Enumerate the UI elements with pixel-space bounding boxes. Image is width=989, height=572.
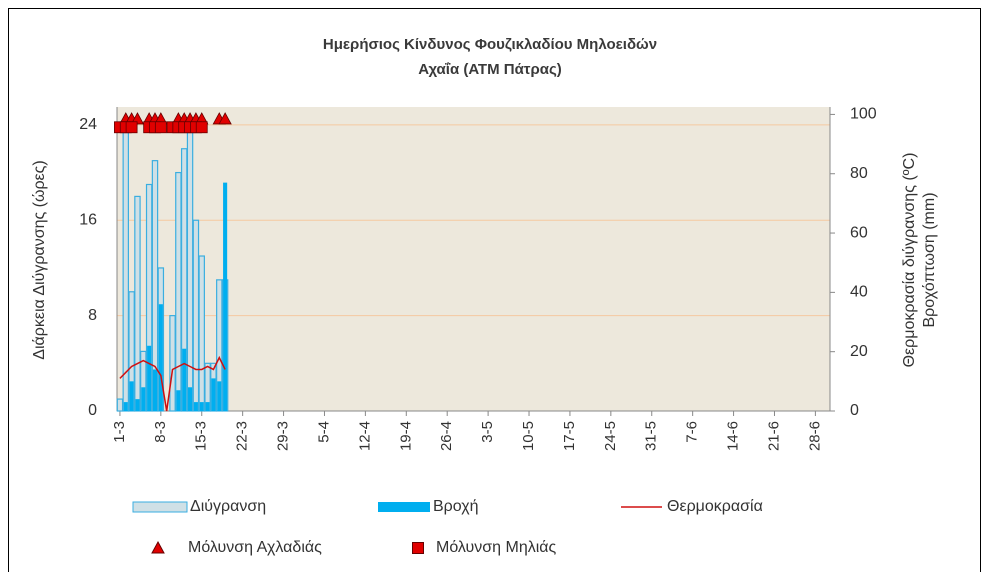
x-tick-label: 7-6 (684, 421, 701, 443)
x-tick-label: 14-6 (725, 421, 742, 451)
x-tick-label: 26-4 (438, 421, 455, 451)
y-tick-label: 24 (79, 116, 97, 133)
x-tick-label: 22-3 (234, 421, 251, 451)
rain-bar (223, 182, 228, 411)
x-tick-label: 3-5 (479, 421, 496, 443)
legend-label: Θερμοκρασία (667, 498, 763, 515)
rain-bar (193, 402, 198, 411)
rain-bar (158, 304, 163, 411)
legend-label: Διύγρανση (190, 498, 266, 515)
x-tick-label: 31-5 (643, 421, 660, 451)
x-tick-label: 1-3 (111, 421, 128, 443)
legend-swatch (412, 542, 424, 554)
y2-tick-label: 20 (850, 343, 868, 360)
rain-bar (205, 402, 210, 411)
rain-bar (152, 369, 158, 411)
rain-bar (147, 345, 152, 411)
wetness-bar (169, 315, 176, 412)
y2-tick-label: 40 (850, 284, 868, 301)
chart-title: Ημερήσιος Κίνδυνος Φουζικλαδίου Μηλοειδώ… (323, 36, 657, 53)
rain-bar (129, 381, 134, 411)
x-tick-label: 15-3 (193, 421, 210, 451)
legend-label: Μόλυνση Μηλιάς (436, 539, 557, 556)
wetness-bar (198, 255, 205, 412)
legend-swatch (132, 501, 188, 513)
rain-bar (211, 378, 216, 411)
legend-label: Μόλυνση Αχλαδιάς (188, 539, 322, 556)
rain-bar (176, 390, 181, 411)
x-tick-label: 28-6 (806, 421, 823, 451)
pear-infection-marker (218, 112, 232, 125)
y-tick-label: 16 (79, 211, 97, 228)
legend-swatch (151, 540, 165, 554)
x-tick-label: 24-5 (602, 421, 619, 451)
rain-bar (135, 399, 140, 411)
x-tick-label: 5-4 (315, 421, 332, 443)
x-tick-label: 29-3 (275, 421, 292, 451)
wetness-bar (192, 219, 200, 412)
x-tick-label: 17-5 (561, 421, 578, 451)
rain-bar (188, 387, 193, 411)
x-tick-label: 19-4 (397, 421, 414, 451)
temperature-line (119, 355, 226, 412)
rain-bar (141, 387, 146, 411)
x-tick-label: 10-5 (520, 421, 537, 451)
wetness-bar (116, 398, 124, 412)
legend-swatch (378, 502, 430, 512)
y2-tick-label: 60 (850, 224, 868, 241)
y2-axis-label: Βροχόπτωση (mm) (921, 192, 938, 327)
rain-bar (123, 402, 128, 411)
wetness-bar (175, 171, 182, 412)
plot-area (117, 107, 830, 411)
y2-tick-label: 80 (850, 165, 868, 182)
rain-bar (182, 348, 187, 411)
chart-subtitle: Αχαΐα (ΑΤΜ Πάτρας) (418, 61, 562, 78)
rain-bar (217, 381, 222, 411)
apple-infection-marker (195, 121, 208, 134)
y2-tick-label: 0 (850, 402, 859, 419)
rain-bar (199, 402, 204, 411)
y2-axis-label: Θερμοκρασία διύγρανσης (ºC) (901, 153, 918, 368)
apple-infection-marker (125, 121, 138, 134)
y-tick-label: 0 (88, 402, 97, 419)
legend-label: Βροχή (433, 498, 479, 515)
y2-tick-label: 100 (850, 106, 877, 123)
x-tick-label: 12-4 (356, 421, 373, 451)
x-tick-label: 8-3 (152, 421, 169, 443)
apple-infection-marker (154, 121, 167, 134)
y-tick-label: 8 (88, 307, 97, 324)
wetness-bar (122, 124, 129, 412)
y-axis-label: Διάρκεια Διύγρανσης (ώρες) (31, 160, 48, 359)
wetness-bar (134, 195, 141, 412)
x-tick-label: 21-6 (765, 421, 782, 451)
